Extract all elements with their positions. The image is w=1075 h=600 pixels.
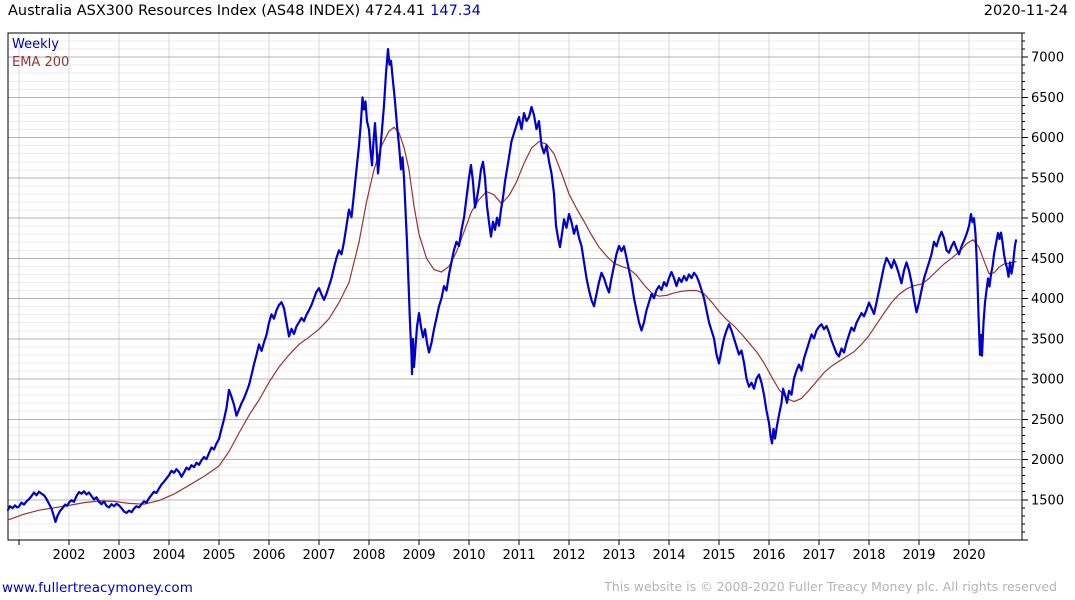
svg-text:2006: 2006 (252, 548, 285, 563)
svg-text:2015: 2015 (702, 548, 735, 563)
svg-text:5500: 5500 (1031, 171, 1064, 186)
svg-text:7000: 7000 (1031, 51, 1064, 66)
svg-text:5000: 5000 (1031, 212, 1064, 227)
svg-text:2005: 2005 (202, 548, 235, 563)
svg-text:2017: 2017 (802, 548, 835, 563)
svg-text:2010: 2010 (452, 548, 485, 563)
svg-text:2500: 2500 (1031, 413, 1064, 428)
chart-date: 2020-11-24 (983, 3, 1068, 19)
svg-text:2008: 2008 (352, 548, 385, 563)
svg-text:2003: 2003 (102, 548, 135, 563)
svg-text:2014: 2014 (652, 548, 685, 563)
legend-timeframe: Weekly (12, 37, 59, 52)
footer-copyright: This website is © 2008-2020 Fuller Treac… (604, 579, 1057, 594)
price-change: 147.34 (430, 3, 481, 19)
footer-site-link[interactable]: www.fullertreacymoney.com (2, 580, 193, 596)
index-title: Australia ASX300 Resources Index (AS48 I… (8, 3, 361, 19)
svg-text:3500: 3500 (1031, 332, 1064, 347)
svg-text:2007: 2007 (302, 548, 335, 563)
svg-text:4500: 4500 (1031, 252, 1064, 267)
svg-text:2011: 2011 (502, 548, 535, 563)
svg-text:2016: 2016 (752, 548, 785, 563)
svg-text:2002: 2002 (52, 548, 85, 563)
legend-ema-200: EMA 200 (12, 55, 70, 70)
chart-header: Australia ASX300 Resources Index (AS48 I… (8, 3, 481, 19)
svg-text:6000: 6000 (1031, 131, 1064, 146)
svg-text:6500: 6500 (1031, 91, 1064, 106)
svg-text:3000: 3000 (1031, 373, 1064, 388)
svg-text:2004: 2004 (152, 548, 185, 563)
svg-text:2013: 2013 (602, 548, 635, 563)
svg-text:1500: 1500 (1031, 493, 1064, 508)
svg-text:2020: 2020 (952, 548, 985, 563)
svg-text:2012: 2012 (552, 548, 585, 563)
last-price: 4724.41 (365, 3, 426, 19)
svg-text:2018: 2018 (852, 548, 885, 563)
svg-text:2009: 2009 (402, 548, 435, 563)
svg-text:2019: 2019 (902, 548, 935, 563)
svg-text:2000: 2000 (1031, 453, 1064, 468)
svg-text:4000: 4000 (1031, 292, 1064, 307)
chart-legend: Weekly EMA 200 (12, 36, 69, 72)
